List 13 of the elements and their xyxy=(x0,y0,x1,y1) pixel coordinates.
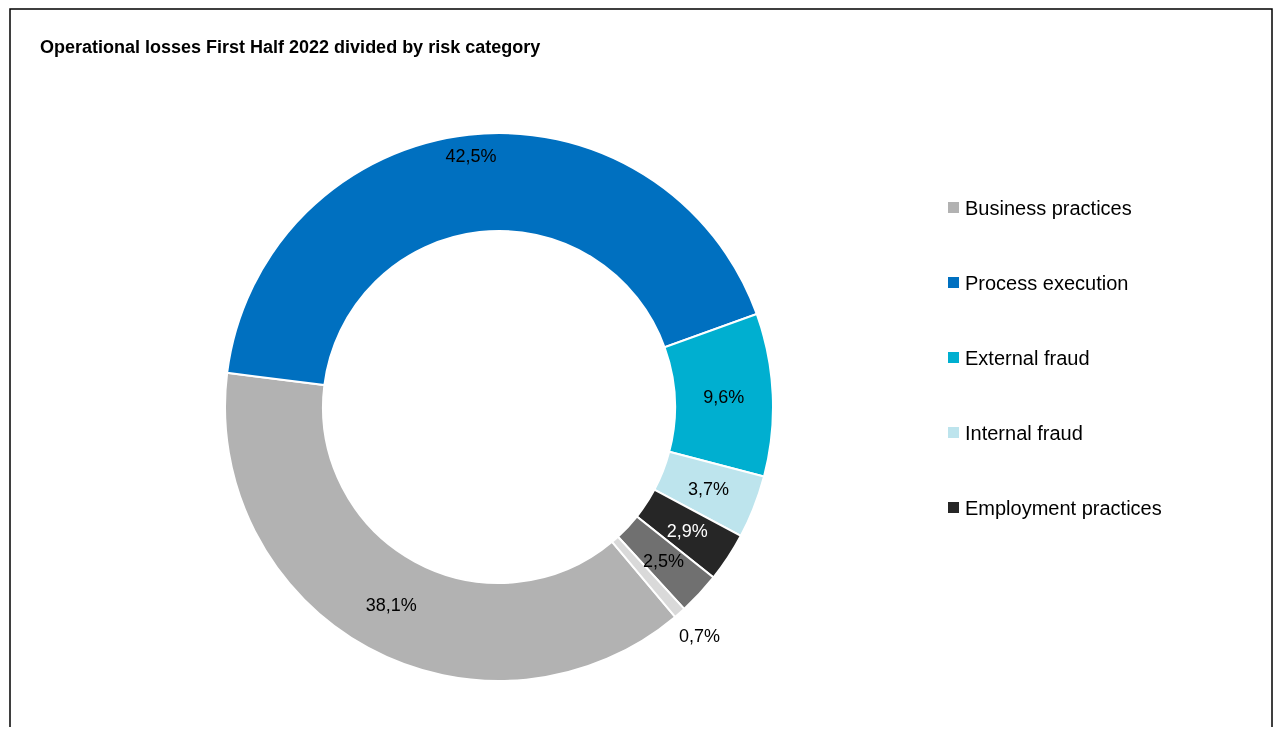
data-label: 0,7% xyxy=(678,625,720,646)
legend-label: External fraud xyxy=(965,347,1090,369)
legend-label: Employment practices xyxy=(965,497,1162,519)
legend-label: Process execution xyxy=(965,272,1129,294)
data-label: 2,9% xyxy=(666,520,708,541)
legend-label: Internal fraud xyxy=(965,422,1083,444)
data-label: 42,5% xyxy=(445,145,497,166)
data-label: 9,6% xyxy=(703,387,745,408)
data-label: 2,5% xyxy=(643,550,685,571)
data-label: 3,7% xyxy=(688,479,730,500)
legend-label: Business practices xyxy=(965,197,1132,219)
chart-title: Operational losses First Half 2022 divided by risk category xyxy=(40,37,541,58)
data-label: 38,1% xyxy=(365,594,417,615)
